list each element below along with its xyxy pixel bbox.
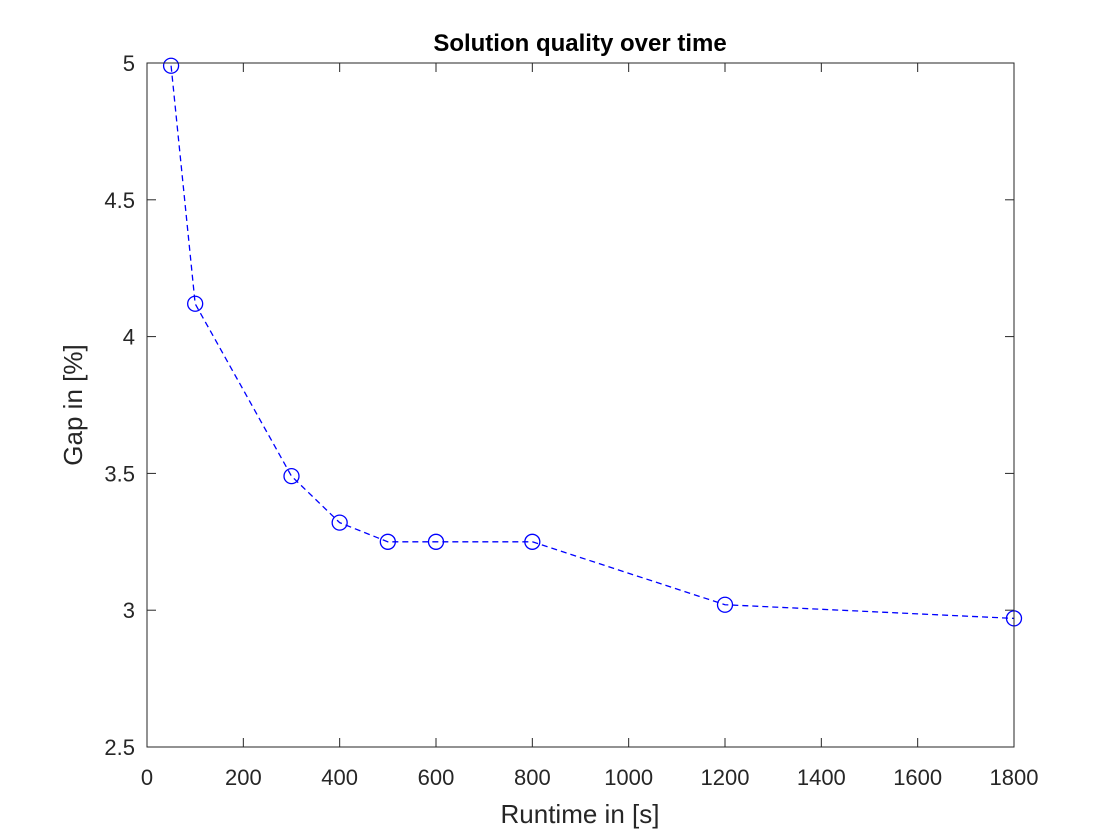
- data-point-marker: [379, 533, 396, 550]
- y-tick-label: 5: [123, 51, 135, 76]
- x-axis-title: Runtime in [s]: [501, 799, 660, 829]
- y-tick-label: 4.5: [104, 188, 135, 213]
- plot-frame: [146, 62, 1015, 748]
- data-point-marker: [283, 467, 300, 485]
- y-tick-label: 3: [123, 598, 135, 623]
- plot-area: [147, 63, 1014, 747]
- x-tick-label: 200: [225, 765, 262, 790]
- x-tick-label: 1800: [990, 765, 1039, 790]
- y-axis-title: Gap in [%]: [58, 344, 88, 465]
- x-tick-label: 600: [418, 765, 455, 790]
- data-point-marker: [524, 533, 541, 550]
- data-point-marker: [162, 57, 180, 74]
- y-tick-label: 4: [123, 325, 135, 350]
- x-tick-label: 400: [321, 765, 358, 790]
- x-tick-label: 1200: [701, 765, 750, 790]
- data-series: [162, 57, 1023, 627]
- data-point-marker: [427, 533, 445, 550]
- series-line: [170, 65, 1015, 620]
- chart-title: Solution quality over time: [433, 30, 726, 57]
- y-tick-label: 2.5: [104, 735, 135, 760]
- y-tick-label: 3.5: [104, 461, 135, 486]
- data-point-marker: [331, 514, 348, 531]
- x-tick-label: 800: [514, 765, 551, 790]
- data-point-marker: [187, 295, 204, 312]
- x-tick-label: 1400: [797, 765, 846, 790]
- x-tick-label: 1600: [893, 765, 942, 790]
- data-point-marker: [716, 596, 734, 613]
- x-tick-label: 1000: [604, 765, 653, 790]
- axis-tick-labels: 0 200 400 600 800 1000 1200 1400 1600 1800 2.5 3 3.5…: [104, 51, 1038, 790]
- x-tick-label: 0: [141, 765, 153, 790]
